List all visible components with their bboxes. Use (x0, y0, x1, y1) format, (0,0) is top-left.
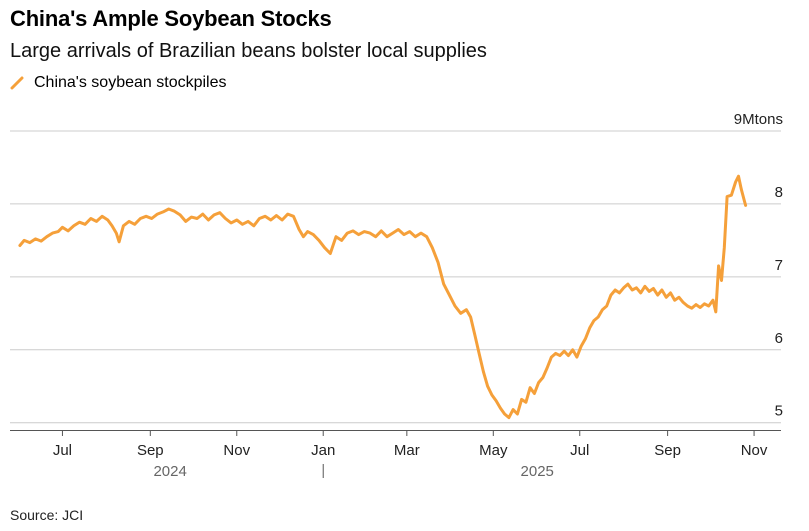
series-line (18, 174, 748, 420)
x-tick-label: Nov (223, 442, 250, 459)
y-tick-label: 8 (775, 184, 783, 201)
y-tick-label: 7 (775, 257, 783, 274)
chart-title: China's Ample Soybean Stocks (10, 6, 332, 31)
year-label: 2024 (153, 463, 186, 480)
x-tick-label: May (479, 442, 508, 459)
y-tick-label: 5 (775, 403, 783, 420)
x-tick-label: Sep (137, 442, 164, 459)
x-tick-label: Nov (741, 442, 768, 459)
x-tick-label: Jul (570, 442, 589, 459)
x-tick-label: Jan (311, 442, 335, 459)
x-tick-label: Mar (394, 442, 420, 459)
legend-label: China's soybean stockpiles (34, 74, 227, 91)
y-tick-label: 9Mtons (734, 111, 783, 128)
source-note: Source: JCI (10, 507, 84, 523)
line-chart: 9Mtons 8 7 6 5 Jul Sep Nov Jan Mar May Jul Sep Nov 202… (10, 111, 783, 480)
legend: China's soybean stockpiles (10, 74, 227, 92)
year-label: 2025 (521, 463, 554, 480)
x-tick-label: Sep (654, 442, 681, 459)
legend-line-icon (10, 76, 24, 90)
x-tick-label: Jul (53, 442, 72, 459)
y-tick-label: 6 (775, 330, 783, 347)
chart-subtitle: Large arrivals of Brazilian beans bolste… (10, 40, 487, 62)
